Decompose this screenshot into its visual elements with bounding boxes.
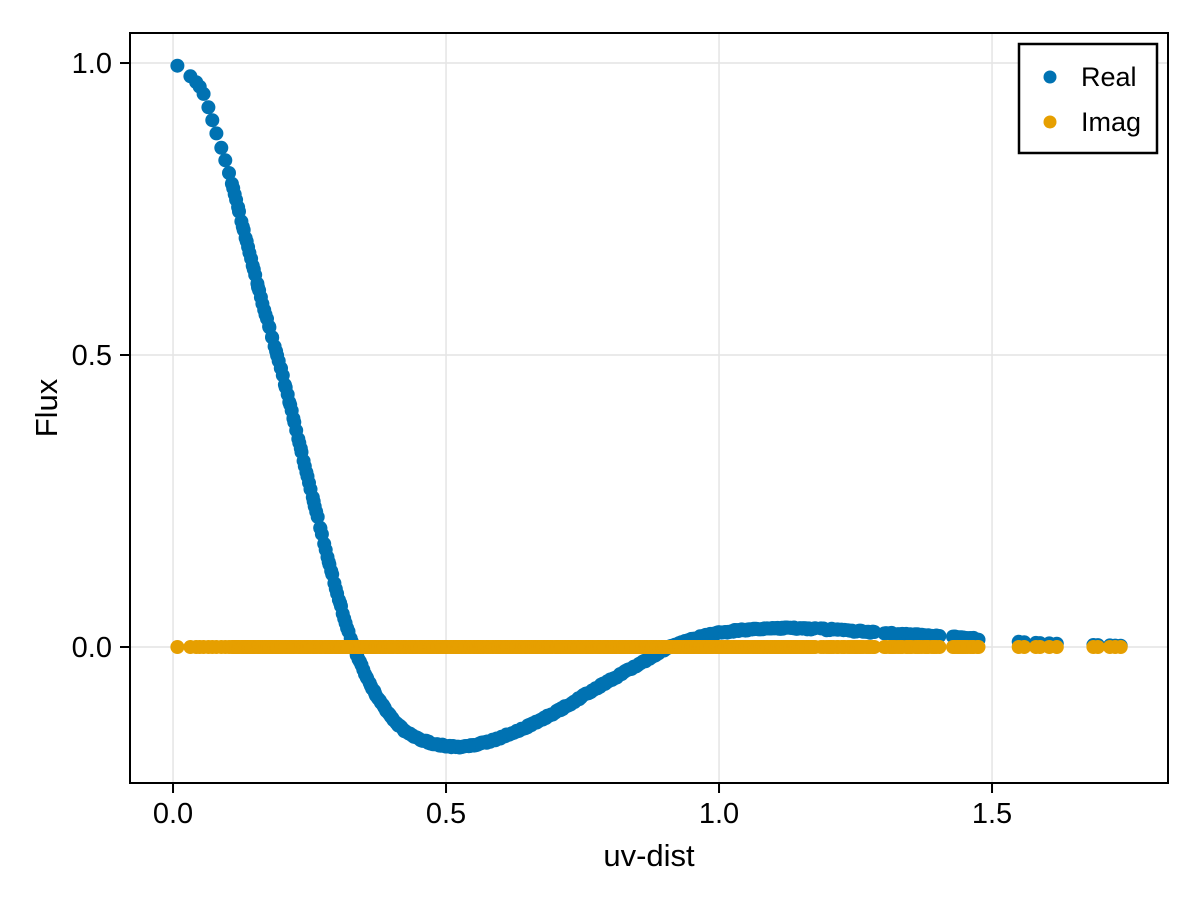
y-axis-label: Flux	[29, 378, 64, 437]
imag-data-point	[1049, 640, 1064, 654]
tick-labels: 0.0 0.5 1.0 1.5 0.0 0.5 1.0	[72, 48, 1013, 830]
legend-label-imag: Imag	[1081, 107, 1141, 137]
real-data-point	[222, 166, 236, 180]
real-data-point	[205, 113, 220, 128]
y-tick-label: 0.0	[72, 632, 112, 664]
real-data-point	[209, 126, 224, 141]
plot-frame	[129, 32, 1169, 784]
x-tick-label: 0.0	[153, 798, 193, 830]
legend-box	[1017, 42, 1159, 155]
real-data-point	[170, 58, 185, 73]
imag-data-point	[1090, 640, 1105, 654]
x-tick-label: 0.5	[426, 798, 466, 830]
axis-ticks	[120, 62, 994, 793]
imag-series-points	[170, 640, 1128, 654]
imag-data-point	[170, 640, 185, 654]
x-tick-label: 1.0	[699, 798, 739, 830]
real-data-point	[214, 140, 229, 155]
x-axis-label: uv-dist	[603, 838, 695, 873]
legend-marker-imag	[1043, 115, 1057, 129]
real-series-points	[170, 58, 1128, 755]
imag-data-point	[1017, 640, 1032, 654]
imag-data-point	[1113, 640, 1128, 654]
real-data-point	[201, 100, 216, 115]
real-data-point	[196, 86, 211, 101]
y-tick-label: 1.0	[72, 48, 112, 80]
x-tick-label: 1.5	[972, 798, 1012, 830]
imag-data-point	[932, 640, 947, 654]
real-data-point	[932, 629, 947, 643]
imag-data-point	[867, 640, 882, 654]
real-data-point	[310, 509, 325, 524]
legend: Real Imag	[1017, 42, 1159, 155]
legend-marker-real	[1043, 70, 1057, 84]
grid-lines	[130, 33, 1168, 783]
y-tick-label: 0.5	[72, 340, 112, 372]
legend-label-real: Real	[1081, 62, 1137, 92]
real-data-point	[218, 153, 233, 168]
imag-data-point	[971, 640, 986, 654]
